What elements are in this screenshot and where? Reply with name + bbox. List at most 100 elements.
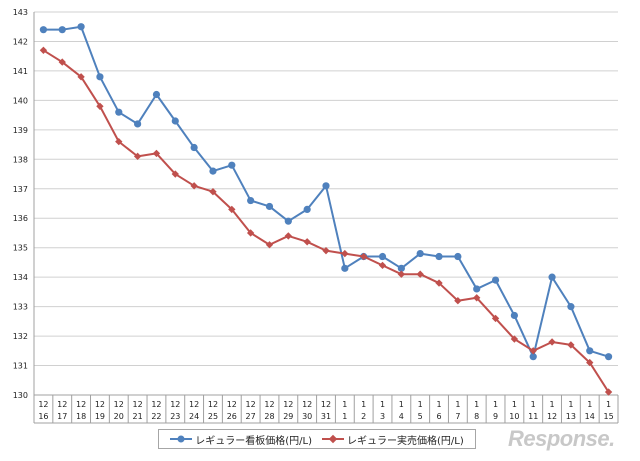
x-tick-day: 21	[133, 412, 143, 421]
data-point	[416, 249, 424, 258]
data-point	[510, 311, 518, 320]
data-point	[397, 264, 405, 272]
data-point	[529, 353, 537, 361]
x-tick-day: 18	[76, 412, 86, 421]
x-tick-month: 12	[227, 400, 237, 409]
x-tick-day: 13	[566, 412, 576, 421]
gridlines	[34, 11, 618, 396]
y-tick-label: 132	[13, 332, 28, 341]
data-point	[378, 261, 387, 270]
y-tick-label: 137	[13, 185, 28, 194]
x-tick-day: 24	[189, 412, 199, 421]
data-point	[491, 314, 500, 323]
x-tick-day: 4	[399, 412, 404, 421]
x-tick-day: 10	[509, 412, 519, 421]
data-point	[341, 264, 349, 272]
data-point	[360, 252, 368, 261]
data-point	[247, 196, 255, 205]
x-tick-day: 11	[528, 412, 538, 421]
data-point	[190, 143, 198, 152]
x-tick-day: 31	[321, 412, 331, 421]
x-tick-day: 25	[208, 412, 218, 421]
x-tick-month: 1	[606, 400, 611, 409]
data-point	[454, 297, 462, 305]
y-tick-label: 134	[13, 273, 28, 282]
data-point	[473, 285, 481, 293]
y-tick-label: 133	[13, 303, 28, 312]
data-point	[134, 120, 142, 128]
data-point	[171, 170, 179, 178]
x-tick-day: 12	[547, 412, 557, 421]
x-tick-month: 1	[474, 400, 479, 409]
x-tick-day: 14	[585, 412, 595, 421]
x-tick-day: 2	[361, 412, 366, 421]
data-point	[548, 338, 556, 346]
data-point	[58, 58, 66, 66]
series-actual	[39, 46, 613, 396]
x-tick-month: 1	[380, 400, 385, 409]
x-tick-month: 1	[342, 400, 347, 409]
data-series	[39, 23, 613, 396]
data-point	[435, 252, 443, 261]
y-tick-label: 139	[13, 126, 28, 135]
data-point	[39, 26, 48, 34]
data-point	[586, 347, 594, 355]
data-point	[190, 182, 198, 190]
legend-item-billboard: レギュラー看板価格(円/L)	[170, 432, 312, 447]
data-point	[416, 270, 424, 278]
x-tick-day: 16	[38, 412, 48, 421]
x-tick-month: 12	[38, 400, 48, 409]
y-axis-ticks: 130 131 132 133 134 135 136 137 138 139 140 141 142 1…	[13, 8, 28, 400]
y-tick-label: 135	[13, 244, 28, 253]
y-tick-label: 136	[13, 214, 28, 223]
data-point	[152, 90, 161, 99]
legend-item-actual: レギュラー実売価格(円/L)	[322, 432, 464, 447]
legend: レギュラー看板価格(円/L) レギュラー実売価格(円/L)	[158, 429, 476, 449]
y-tick-label: 143	[13, 8, 28, 17]
x-tick-month: 1	[587, 400, 592, 409]
series-billboard	[39, 23, 613, 361]
x-tick-day: 28	[264, 412, 274, 421]
legend-swatch-actual	[322, 434, 344, 444]
x-tick-month: 12	[114, 400, 124, 409]
x-tick-month: 1	[455, 400, 460, 409]
x-tick-day: 6	[436, 412, 441, 421]
data-point	[96, 102, 104, 110]
data-point	[77, 73, 85, 81]
x-tick-month: 12	[76, 400, 86, 409]
y-tick-label: 141	[13, 67, 28, 76]
data-point	[454, 252, 462, 261]
x-tick-day: 5	[418, 412, 423, 421]
y-tick-label: 142	[13, 37, 28, 46]
x-tick-month: 12	[189, 400, 199, 409]
y-tick-label: 131	[13, 362, 28, 371]
data-point	[435, 279, 443, 287]
data-point	[284, 232, 292, 240]
x-tick-day: 19	[95, 412, 105, 421]
data-point	[265, 202, 274, 211]
data-point	[209, 167, 217, 175]
x-tick-month: 12	[302, 400, 312, 409]
data-point	[473, 294, 481, 302]
data-point	[322, 182, 330, 190]
x-tick-day: 27	[246, 412, 256, 421]
x-tick-day: 30	[302, 412, 312, 421]
x-tick-day: 9	[493, 412, 498, 421]
data-point	[171, 117, 179, 125]
data-point	[491, 276, 500, 284]
x-tick-month: 1	[399, 400, 404, 409]
x-tick-day: 23	[170, 412, 180, 421]
data-point	[303, 238, 311, 246]
data-point	[303, 205, 311, 213]
data-point	[228, 161, 236, 169]
data-point	[548, 273, 556, 281]
data-point	[58, 26, 66, 34]
x-tick-month: 1	[436, 400, 441, 409]
x-tick-month: 1	[361, 400, 366, 409]
legend-label-billboard: レギュラー看板価格(円/L)	[195, 435, 312, 447]
x-tick-day: 15	[603, 412, 613, 421]
x-tick-month: 1	[512, 400, 517, 409]
data-point	[39, 46, 48, 54]
data-point	[397, 270, 406, 278]
